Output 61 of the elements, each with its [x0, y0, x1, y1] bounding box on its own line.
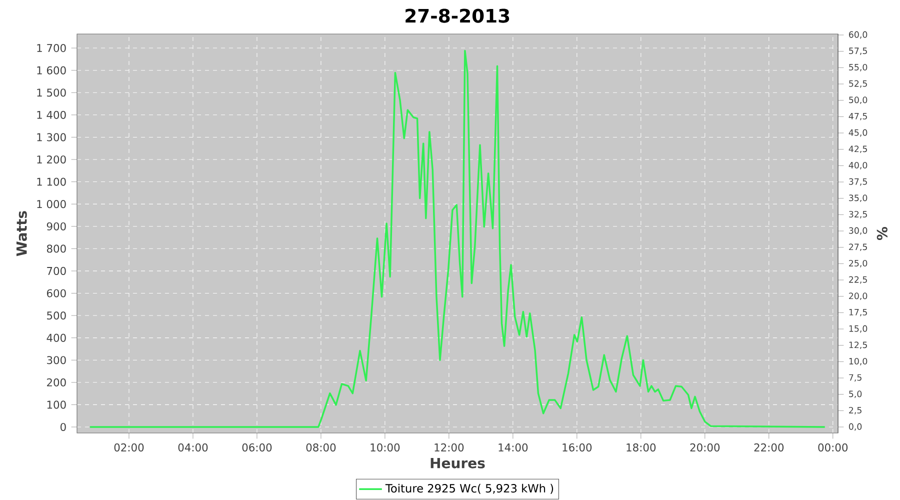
y-tick-label: 1 600 — [37, 66, 66, 74]
y-tick-label: 200 — [47, 378, 66, 386]
line-series — [89, 50, 826, 428]
y2-tick-label: 15,0 — [849, 325, 868, 333]
y-tick-label: 1 500 — [37, 88, 66, 97]
y-tick-label: 300 — [47, 356, 66, 364]
y-tick-label: 1 400 — [37, 110, 66, 119]
y2-tick-label: 40,0 — [848, 162, 868, 170]
x-tick-label: 18:00 — [626, 443, 656, 452]
x-tick-label: 00:00 — [818, 443, 848, 452]
y2-tick-label: 47,5 — [848, 112, 867, 120]
y2-tick-label: 0,0 — [848, 423, 862, 431]
chart-title: 27-8-2013 — [406, 8, 510, 23]
y2-tick-label: 7,5 — [849, 374, 862, 382]
x-tick-label: 04:00 — [178, 443, 208, 452]
y-tick-label: 1 100 — [37, 178, 66, 186]
y2-tick-label: 32,5 — [849, 210, 867, 218]
y2-tick-label: 50,0 — [849, 96, 868, 104]
x-tick-label: 10:00 — [370, 443, 400, 452]
y2-tick-label: 57,5 — [849, 48, 867, 55]
y-tick-label: 600 — [46, 289, 66, 298]
y-tick-label: 1 300 — [37, 133, 66, 142]
y-tick-label: 0 — [60, 422, 66, 432]
y2-tick-label: 17,5 — [849, 308, 867, 316]
y2-tick-label: 42,5 — [848, 146, 867, 154]
y-tick-label: 800 — [46, 244, 66, 253]
y2-tick-label: 25,0 — [849, 260, 868, 268]
y-tick-label: 400 — [46, 334, 66, 342]
legend-label: Toiture 2925 Wc( 5,923 kWh ) — [385, 484, 554, 494]
y-tick-label: 1 700 — [37, 44, 66, 52]
x-axis-title: Heures — [430, 458, 485, 468]
x-tick-label: 16:00 — [562, 443, 592, 452]
y2-axis-title: % — [876, 226, 888, 240]
y2-tick-label: 27,5 — [849, 244, 867, 252]
y2-tick-label: 22,5 — [849, 276, 867, 284]
y2-tick-label: 45,0 — [848, 129, 868, 137]
x-tick-label: 06:00 — [242, 443, 272, 452]
y2-tick-label: 12,5 — [849, 342, 867, 350]
y-axis-title: Watts — [16, 211, 27, 256]
y-tick-label: 1 000 — [37, 200, 66, 208]
y2-tick-label: 55,0 — [849, 64, 868, 72]
y2-tick-label: 35,0 — [849, 194, 868, 202]
y2-tick-label: 52,5 — [849, 80, 867, 88]
x-tick-label: 20:00 — [690, 443, 720, 452]
y2-tick-label: 20,0 — [849, 292, 868, 300]
y-tick-label: 500 — [47, 311, 66, 320]
x-tick-label: 22:00 — [754, 443, 784, 452]
y-tick-label: 1 200 — [37, 155, 66, 164]
y-tick-label: 900 — [46, 222, 66, 230]
y2-tick-label: 10,0 — [849, 358, 868, 366]
y2-tick-label: 30,0 — [849, 227, 868, 235]
y2-tick-label: 60,0 — [849, 31, 868, 39]
x-tick-label: 12:00 — [434, 443, 464, 452]
x-tick-label: 02:00 — [114, 443, 144, 452]
y-tick-label: 700 — [47, 266, 66, 275]
x-tick-label: 08:00 — [306, 443, 336, 452]
y2-tick-label: 37,5 — [849, 178, 867, 186]
y2-tick-label: 2,5 — [849, 406, 862, 414]
y2-tick-label: 5,0 — [849, 390, 862, 398]
x-tick-label: 14:00 — [498, 443, 528, 452]
y-tick-label: 100 — [47, 400, 66, 409]
